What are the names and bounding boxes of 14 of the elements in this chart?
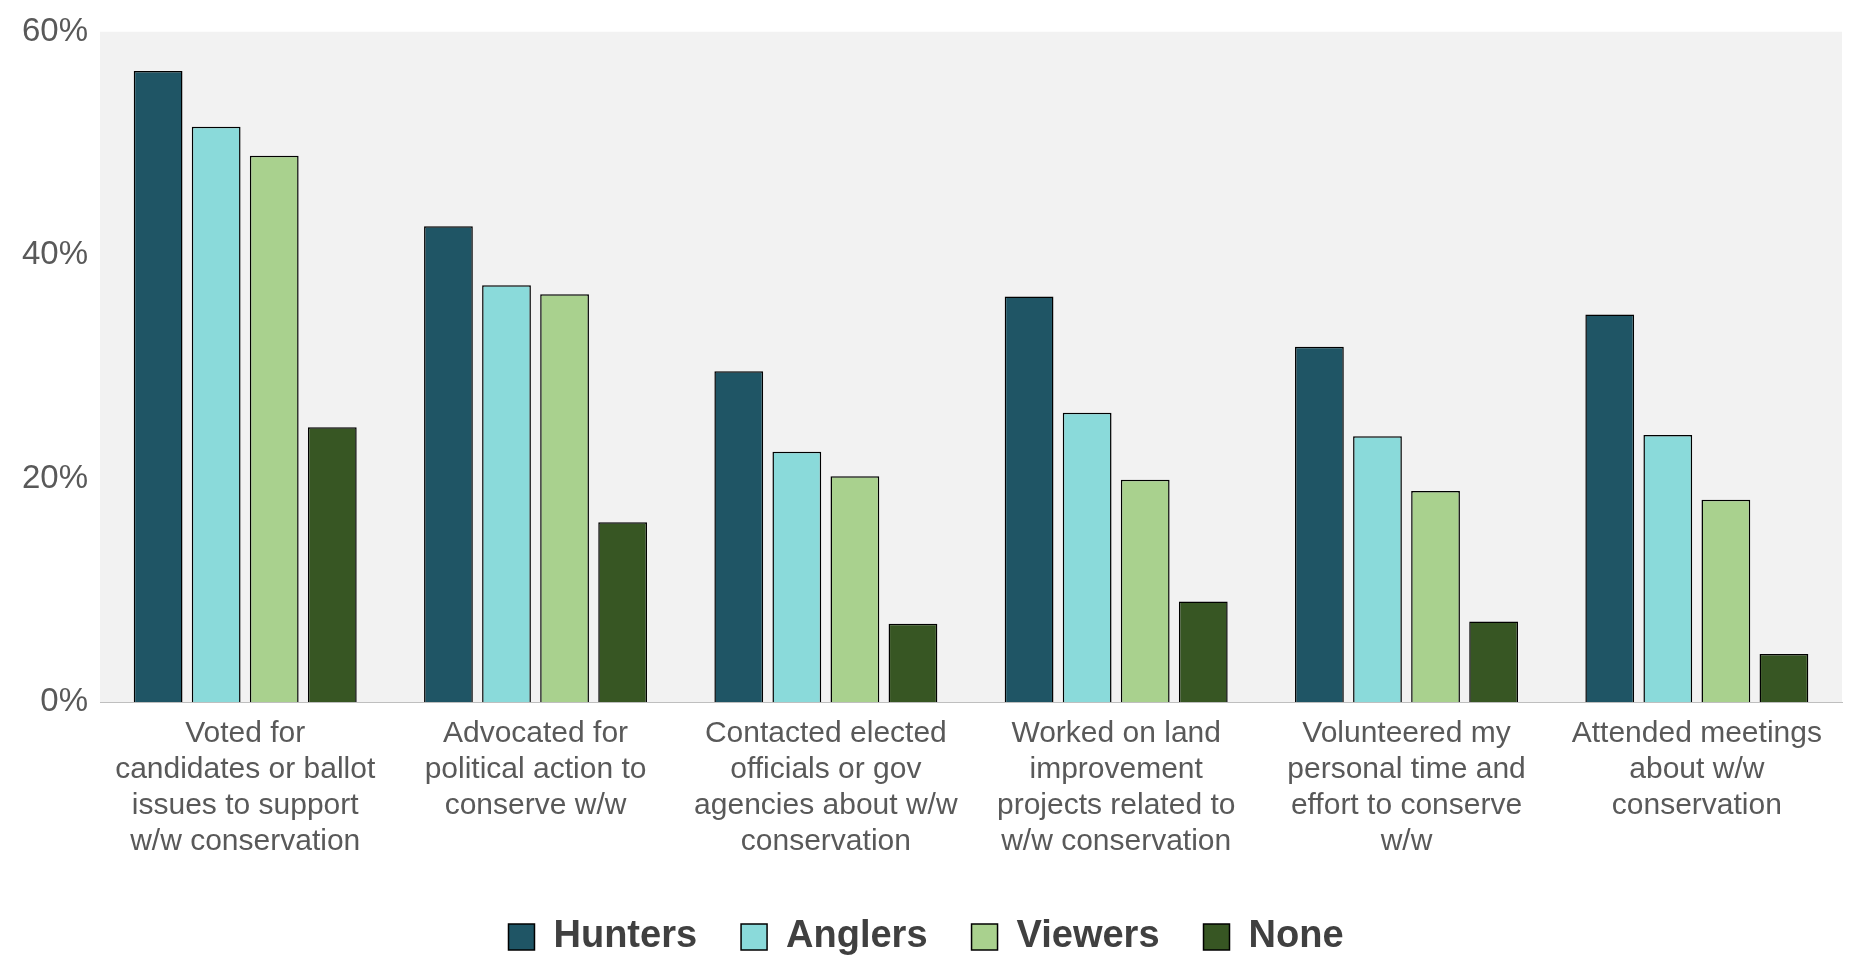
x-tick-label: Worked on land improvement projects related to w/w conservation <box>996 715 1236 857</box>
y-tick-label: 60% <box>21 10 89 48</box>
y-tick-label: 40% <box>21 234 89 272</box>
y-tick-label: 20% <box>21 457 89 495</box>
legend-label: Viewers <box>1016 913 1160 956</box>
x-tick-label: Advocated for political action to conserve w/w <box>424 715 647 821</box>
x-tick-label: Contacted elected officials or gov agencies about w/w conservation <box>694 715 958 857</box>
x-tick-label: Voted for candidates or ballot issues to support w/w conservation <box>115 715 376 857</box>
x-tick-label: Volunteered my personal time and effort to conserve w/w <box>1287 715 1526 857</box>
legend-label: Anglers <box>786 913 928 956</box>
x-tick-label: Attended meetings about w/w conservation <box>1571 715 1822 821</box>
legend-label: Hunters <box>553 913 698 956</box>
y-tick-label: 0% <box>40 681 89 719</box>
legend-label: None <box>1248 913 1344 956</box>
